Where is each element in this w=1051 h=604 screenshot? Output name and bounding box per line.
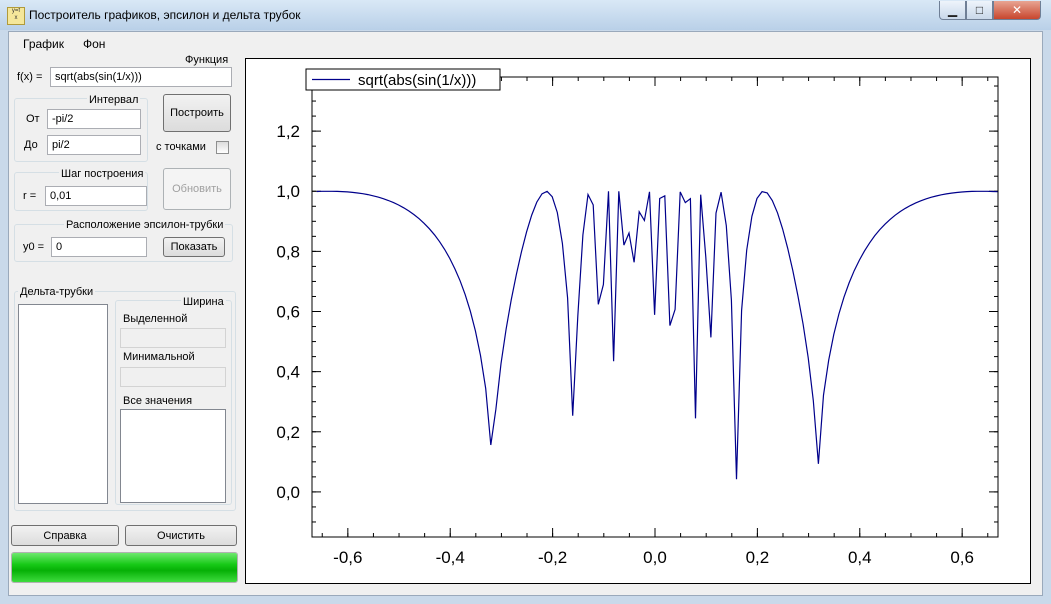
window-title: Построитель графиков, эпсилон и дельта т… xyxy=(29,8,301,22)
y0-label: y0 = xyxy=(23,241,45,253)
x-tick-label: 0,0 xyxy=(643,548,667,567)
maximize-button[interactable]: □ xyxy=(966,1,993,20)
clear-button[interactable]: Очистить xyxy=(125,525,237,546)
y0-input[interactable] xyxy=(51,237,147,257)
width-title: Ширина xyxy=(181,296,226,308)
close-button[interactable]: ✕ xyxy=(993,1,1041,20)
min-width-label: Минимальной xyxy=(123,351,195,363)
progress-fill xyxy=(12,553,237,582)
from-input[interactable] xyxy=(47,109,141,129)
maximize-icon: □ xyxy=(975,3,984,17)
to-label: До xyxy=(24,139,38,151)
min-width-field xyxy=(120,367,226,387)
update-button[interactable]: Обновить xyxy=(163,168,231,210)
graph-app-icon: y=f x xyxy=(7,7,25,25)
from-label: От xyxy=(26,113,40,125)
to-input[interactable] xyxy=(47,135,141,155)
function-label: Функция xyxy=(185,54,229,66)
build-button[interactable]: Построить xyxy=(163,94,231,132)
width-group xyxy=(115,300,232,505)
r-label: r = xyxy=(23,190,37,202)
y-tick-label: 1,2 xyxy=(276,122,300,141)
y-tick-label: 0,2 xyxy=(276,423,300,442)
client-area: График Фон Функция f(x) = Интервал От До… xyxy=(8,31,1043,596)
x-tick-label: -0,2 xyxy=(538,548,567,567)
delta-group xyxy=(14,291,236,511)
all-values-list[interactable] xyxy=(120,409,226,503)
progress-bar xyxy=(11,552,238,583)
help-button[interactable]: Справка xyxy=(11,525,119,546)
delta-title: Дельта-трубки xyxy=(18,286,96,298)
epsilon-title: Расположение эпсилон-трубки xyxy=(64,219,226,231)
chart-panel[interactable]: -0,6 -0,4 -0,2 0,0 0,2 0,4 0,6 0,0 0,2 0,4 0,6 0,8 1… xyxy=(245,58,1031,584)
step-input[interactable] xyxy=(45,186,147,206)
points-checkbox[interactable] xyxy=(216,141,229,154)
fx-label: f(x) = xyxy=(17,71,43,83)
function-chart: -0,6 -0,4 -0,2 0,0 0,2 0,4 0,6 0,0 0,2 0,4 0,6 0,8 1… xyxy=(276,68,999,567)
selected-width-label: Выделенной xyxy=(123,313,188,325)
y-tick-label: 0,8 xyxy=(276,242,300,261)
x-tick-label: 0,2 xyxy=(746,548,770,567)
legend-label: sqrt(abs(sin(1/x))) xyxy=(358,72,476,89)
menu-background[interactable]: Фон xyxy=(83,37,106,51)
points-checkbox-label: с точками xyxy=(156,141,206,153)
x-tick-label: -0,6 xyxy=(333,548,362,567)
function-input[interactable] xyxy=(50,67,232,87)
x-tick-label: 0,6 xyxy=(950,548,974,567)
delta-tubes-list[interactable] xyxy=(18,304,108,504)
step-title: Шаг построения xyxy=(59,168,146,180)
interval-group xyxy=(14,98,148,162)
show-button[interactable]: Показать xyxy=(163,237,225,257)
y-tick-label: 0,6 xyxy=(276,303,300,322)
minimize-button[interactable]: ▁ xyxy=(939,1,966,20)
interval-title: Интервал xyxy=(87,94,141,106)
y-tick-label: 1,0 xyxy=(276,182,300,201)
y-tick-label: 0,0 xyxy=(276,483,300,502)
x-tick-label: -0,4 xyxy=(436,548,465,567)
menu-graph[interactable]: График xyxy=(23,37,64,51)
y-tick-label: 0,4 xyxy=(276,363,300,382)
series-line xyxy=(316,190,998,480)
close-icon: ✕ xyxy=(1011,3,1023,17)
minimize-icon: ▁ xyxy=(947,3,958,17)
x-tick-label: 0,4 xyxy=(848,548,872,567)
title-bar[interactable]: y=f x Построитель графиков, эпсилон и дел… xyxy=(0,0,1051,30)
all-values-label: Все значения xyxy=(123,395,193,407)
legend-box xyxy=(305,68,501,91)
selected-width-field xyxy=(120,328,226,348)
